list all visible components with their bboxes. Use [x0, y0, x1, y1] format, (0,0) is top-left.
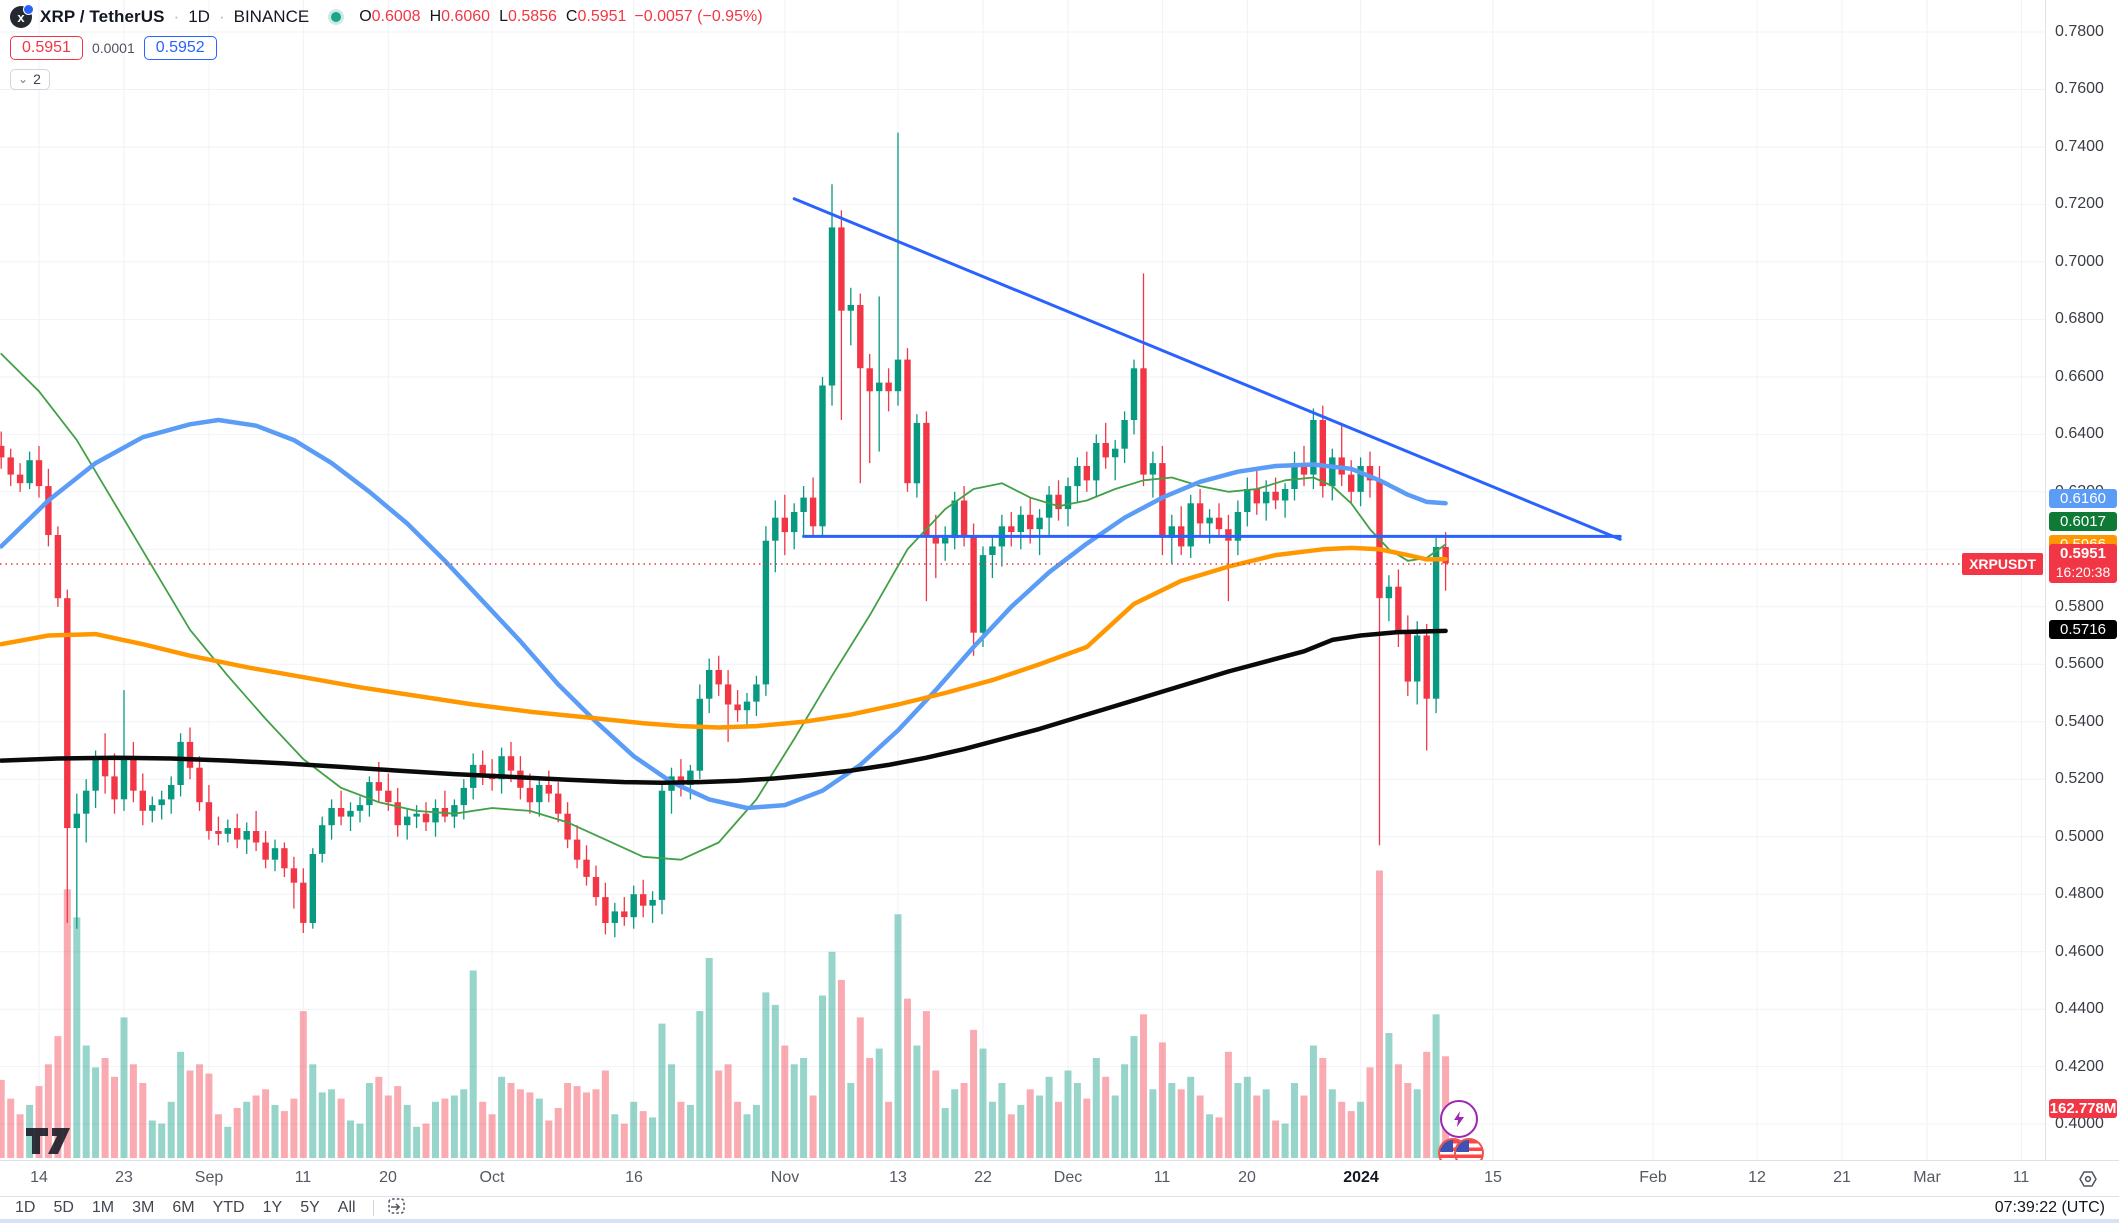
ohlc-values: O0.6008 H0.6060 L0.5856 C0.5951: [359, 8, 626, 26]
interval-label[interactable]: 1D: [188, 7, 210, 26]
ohlc-item: H0.6060: [429, 8, 491, 25]
price-tick-label: 0.7600: [2055, 80, 2104, 97]
price-axis[interactable]: 0.7800 0.7600 0.7400 0.7200 0.7000 0.6800 0.66…: [2045, 0, 2119, 1160]
price-tick-label: 0.7800: [2055, 23, 2104, 40]
time-tick-label: 11: [1153, 1169, 1171, 1186]
price-tick-label: 0.7000: [2055, 253, 2104, 270]
chevron-down-icon: ⌄: [18, 72, 29, 86]
time-tick-label: Dec: [1053, 1169, 1083, 1186]
time-tick-label: 15: [1484, 1169, 1502, 1186]
price-tick-label: 0.6800: [2055, 310, 2104, 327]
price-tick-label: 0.7400: [2055, 138, 2104, 155]
price-tick-label: 0.6400: [2055, 425, 2104, 442]
ohlc-item: L0.5856: [499, 8, 557, 25]
price-tick-label: 0.7200: [2055, 195, 2104, 212]
price-tick-label: 0.5600: [2055, 655, 2104, 672]
range-button-1d[interactable]: 1D: [15, 1199, 36, 1216]
volume-value-badge: 162.778M: [2049, 1099, 2117, 1118]
go-to-date-button[interactable]: [382, 1196, 411, 1221]
range-button-1m[interactable]: 1M: [91, 1199, 115, 1216]
range-button-1y[interactable]: 1Y: [262, 1199, 283, 1216]
range-button-ytd[interactable]: YTD: [212, 1199, 245, 1216]
ma200-value-badge: 0.5716: [2049, 620, 2117, 639]
chart-legend: x XRP / TetherUS · 1D · BINANCE O0.6008 H…: [10, 4, 763, 90]
symbol-price-tag: XRPUSDT: [1962, 553, 2043, 575]
change-value: −0.0057 (−0.95%): [634, 8, 763, 25]
price-tick-label: 0.5000: [2055, 828, 2104, 845]
time-tick-label: 12: [1748, 1169, 1766, 1186]
tradingview-logo[interactable]: [24, 1122, 86, 1163]
time-tick-label: Mar: [1913, 1169, 1941, 1186]
time-tick-label: 22: [974, 1169, 992, 1186]
price-tick-label: 0.5200: [2055, 770, 2104, 787]
time-tick-label: 21: [1833, 1169, 1851, 1186]
time-tick-label: 20: [1238, 1169, 1256, 1186]
candlestick-plot: [0, 0, 2045, 1160]
time-tick-label: 20: [379, 1169, 397, 1186]
time-tick-label: Feb: [1639, 1169, 1667, 1186]
chart-pane[interactable]: x XRP / TetherUS · 1D · BINANCE O0.6008 H…: [0, 0, 2045, 1168]
price-tick-label: 0.4600: [2055, 943, 2104, 960]
timezone-clock-button[interactable]: 07:39:22 (UTC): [1994, 1199, 2105, 1216]
range-button-5y[interactable]: 5Y: [300, 1199, 320, 1216]
time-tick-label: 2024: [1343, 1169, 1379, 1186]
ohlc-item: C0.5951: [565, 8, 627, 25]
time-tick-label: 13: [889, 1169, 907, 1186]
quick-trade-lightning-icon[interactable]: [1440, 1100, 1478, 1138]
time-tick-label: 16: [625, 1169, 643, 1186]
bottom-toolbar: 1D 5D 1M 3M 6M YTD 1Y 5Y All 07:39:22 (UTC): [0, 1196, 2119, 1219]
exchange-label[interactable]: BINANCE: [233, 7, 310, 26]
sell-button[interactable]: 0.5951: [10, 36, 83, 60]
time-tick-label: Sep: [194, 1169, 224, 1186]
axis-settings-icon[interactable]: [2077, 1168, 2099, 1195]
time-tick-label: 23: [115, 1169, 133, 1186]
time-tick-label: 11: [294, 1169, 312, 1186]
ma20-value-badge: 0.6017: [2049, 512, 2117, 531]
price-tick-label: 0.5400: [2055, 713, 2104, 730]
symbol-title[interactable]: XRP / TetherUS: [40, 7, 165, 26]
ohlc-item: O0.6008: [359, 8, 421, 25]
range-button-6m[interactable]: 6M: [172, 1199, 195, 1216]
price-tick-label: 0.6600: [2055, 368, 2104, 385]
range-button-5d[interactable]: 5D: [53, 1199, 74, 1216]
spread-value: 0.0001: [91, 40, 135, 56]
buy-button[interactable]: 0.5952: [143, 36, 217, 60]
indicators-collapse-button[interactable]: ⌄ 2: [10, 69, 50, 90]
time-tick-label: 14: [30, 1169, 48, 1186]
time-tick-label: Oct: [479, 1169, 505, 1186]
time-axis[interactable]: 14 23 Sep 11 20 Oct 16 Nov 13 22 Dec 11 20 2024 15 Feb 1…: [0, 1160, 2119, 1197]
range-button-all[interactable]: All: [337, 1199, 356, 1216]
price-tick-label: 0.5800: [2055, 598, 2104, 615]
time-tick-label: Nov: [770, 1169, 800, 1186]
xrp-logo-icon: x: [10, 4, 34, 28]
price-tick-label: 0.4200: [2055, 1058, 2104, 1075]
price-tick-label: 0.4800: [2055, 885, 2104, 902]
range-button-3m[interactable]: 3M: [132, 1199, 155, 1216]
time-tick-label: 11: [2012, 1169, 2030, 1186]
price-tick-label: 0.4400: [2055, 1000, 2104, 1017]
window-bottom-strip: [0, 1218, 2119, 1223]
ma50-value-badge: 0.6160: [2049, 489, 2117, 508]
price-tick-label: 0.4000: [2055, 1115, 2104, 1132]
market-status-dot[interactable]: [331, 12, 342, 22]
current-price-badge: 0.5951 16:20:38: [2049, 544, 2117, 583]
